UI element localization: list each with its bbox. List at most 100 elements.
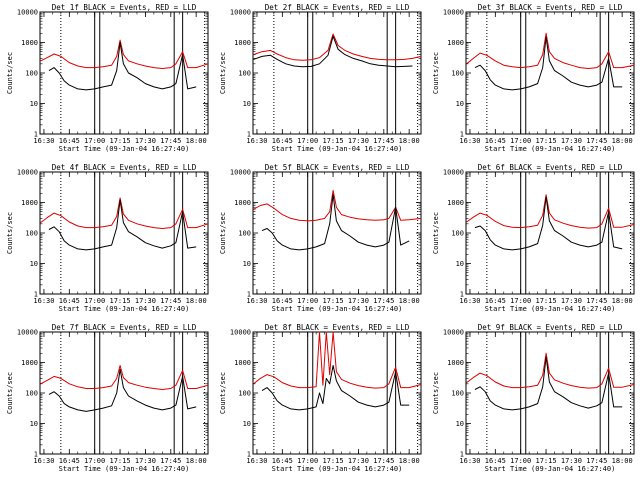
y-tick-label: 1: [247, 451, 251, 459]
x-tick-label: 17:30: [561, 297, 582, 305]
x-tick-label: 17:45: [373, 457, 394, 465]
x-tick-label: 17:45: [586, 297, 607, 305]
x-tick-label: 16:45: [485, 457, 506, 465]
x-tick-label: 17:15: [323, 137, 344, 145]
y-tick-label: 1000: [234, 39, 251, 47]
y-axis-label: Counts/sec: [219, 52, 227, 94]
y-tick-label: 1000: [21, 39, 38, 47]
x-tick-label: 16:45: [59, 137, 80, 145]
x-tick-label: 18:00: [399, 137, 420, 145]
y-tick-label: 1: [247, 131, 251, 139]
x-tick-label: 16:30: [246, 297, 267, 305]
y-tick-label: 10000: [230, 329, 251, 337]
x-tick-label: 17:30: [348, 137, 369, 145]
x-tick-label: 18:00: [612, 137, 633, 145]
chart-title: Det 2f BLACK = Events, RED = LLD: [265, 3, 410, 12]
y-axis-label: Counts/sec: [432, 52, 440, 94]
x-tick-label: 17:45: [373, 297, 394, 305]
series-events-line: [474, 356, 623, 411]
series-events-line: [48, 42, 197, 91]
y-tick-label: 10: [30, 420, 38, 428]
x-tick-label: 18:00: [399, 297, 420, 305]
chart-panel-8: Det 8f BLACK = Events, RED = LLD 1 10 100 10…: [219, 323, 422, 473]
y-tick-label: 10: [30, 100, 38, 108]
chart-panel-3: Det 3f BLACK = Events, RED = LLD 1 10 100 10…: [432, 3, 635, 153]
x-tick-label: 17:45: [160, 137, 181, 145]
chart-panel-4: Det 4f BLACK = Events, RED = LLD 1 10 100 10…: [6, 163, 209, 313]
y-tick-label: 1000: [447, 39, 464, 47]
y-tick-label: 1: [34, 451, 38, 459]
y-axis-label: Counts/sec: [6, 212, 14, 254]
series-events-line: [261, 365, 410, 411]
y-tick-label: 10: [456, 260, 464, 268]
series-lld-line: [253, 189, 422, 222]
x-tick-label: 17:00: [510, 297, 531, 305]
x-axis-label: Start Time (09-Jan-04 16:27:40): [272, 145, 403, 153]
x-tick-label: 16:30: [246, 457, 267, 465]
y-tick-label: 100: [238, 70, 251, 78]
x-tick-label: 16:45: [272, 137, 293, 145]
chart-title: Det 8f BLACK = Events, RED = LLD: [265, 323, 410, 332]
x-tick-label: 16:45: [59, 457, 80, 465]
x-tick-label: 17:00: [297, 457, 318, 465]
x-tick-label: 16:45: [272, 457, 293, 465]
x-tick-label: 17:45: [586, 137, 607, 145]
x-tick-label: 16:45: [272, 297, 293, 305]
y-tick-label: 10000: [443, 329, 464, 337]
chart-panel-5: Det 5f BLACK = Events, RED = LLD 1 10 100 10…: [219, 163, 422, 313]
x-tick-label: 18:00: [612, 457, 633, 465]
x-tick-label: 18:00: [612, 297, 633, 305]
x-tick-label: 17:30: [348, 297, 369, 305]
x-tick-label: 16:30: [459, 297, 480, 305]
x-tick-label: 17:00: [84, 297, 105, 305]
y-tick-label: 100: [238, 230, 251, 238]
y-tick-label: 10: [456, 420, 464, 428]
y-tick-label: 100: [451, 390, 464, 398]
x-tick-label: 17:00: [297, 137, 318, 145]
x-tick-label: 17:45: [586, 457, 607, 465]
series-events-line: [253, 35, 413, 68]
x-axis-label: Start Time (09-Jan-04 16:27:40): [272, 305, 403, 313]
y-tick-label: 10: [30, 260, 38, 268]
chart-title: Det 7f BLACK = Events, RED = LLD: [52, 323, 197, 332]
chart-title: Det 1f BLACK = Events, RED = LLD: [52, 3, 197, 12]
x-tick-label: 16:30: [246, 137, 267, 145]
chart-title: Det 6f BLACK = Events, RED = LLD: [478, 163, 623, 172]
x-tick-label: 17:00: [510, 137, 531, 145]
y-tick-label: 10000: [230, 9, 251, 17]
x-tick-label: 17:30: [348, 457, 369, 465]
series-lld-line: [40, 365, 209, 390]
series-lld-line: [466, 32, 635, 69]
chart-title: Det 9f BLACK = Events, RED = LLD: [478, 323, 623, 332]
x-tick-label: 17:00: [84, 457, 105, 465]
y-tick-label: 10000: [17, 169, 38, 177]
y-tick-label: 10000: [443, 9, 464, 17]
x-tick-label: 16:45: [485, 137, 506, 145]
y-tick-label: 100: [451, 230, 464, 238]
x-tick-label: 17:30: [561, 457, 582, 465]
y-tick-label: 1000: [21, 359, 38, 367]
y-tick-label: 100: [25, 230, 38, 238]
y-axis-label: Counts/sec: [6, 52, 14, 94]
x-tick-label: 17:30: [135, 457, 156, 465]
x-tick-label: 17:45: [160, 297, 181, 305]
x-tick-label: 17:45: [373, 137, 394, 145]
y-tick-label: 1000: [234, 359, 251, 367]
y-tick-label: 10: [243, 420, 251, 428]
series-events-line: [261, 194, 410, 251]
x-tick-label: 17:15: [536, 297, 557, 305]
y-tick-label: 10000: [230, 169, 251, 177]
y-tick-label: 1000: [447, 359, 464, 367]
y-tick-label: 10: [243, 260, 251, 268]
x-tick-label: 17:00: [84, 137, 105, 145]
x-tick-label: 18:00: [186, 457, 207, 465]
chart-panel-6: Det 6f BLACK = Events, RED = LLD 1 10 100 10…: [432, 163, 635, 313]
chart-panel-9: Det 9f BLACK = Events, RED = LLD 1 10 100 10…: [432, 323, 635, 473]
x-tick-label: 17:15: [536, 137, 557, 145]
y-tick-label: 10: [456, 100, 464, 108]
x-tick-label: 16:30: [33, 297, 54, 305]
y-axis-label: Counts/sec: [6, 372, 14, 414]
y-axis-label: Counts/sec: [432, 372, 440, 414]
x-tick-label: 16:45: [59, 297, 80, 305]
chart-panel-2: Det 2f BLACK = Events, RED = LLD 1 10 100 10…: [219, 3, 422, 153]
